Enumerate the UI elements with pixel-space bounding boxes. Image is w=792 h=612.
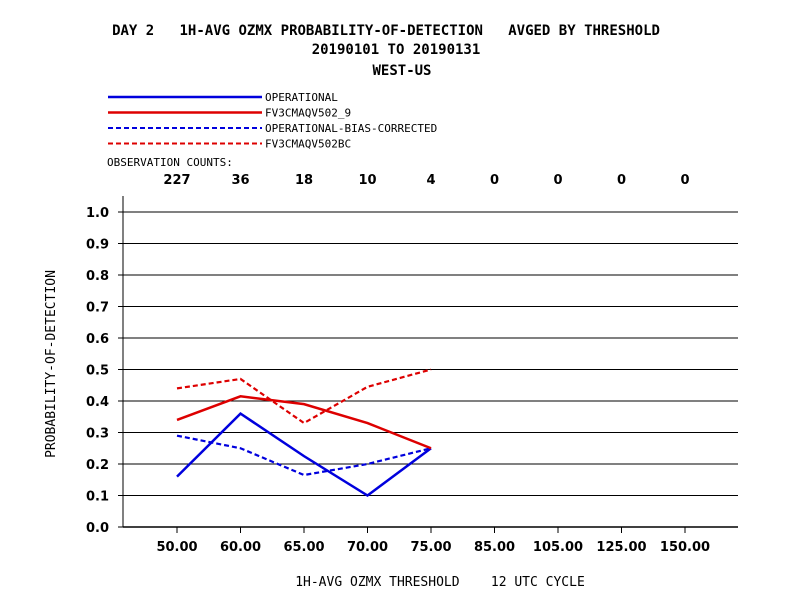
grid-lines [122, 196, 738, 528]
observation-count: 0 [617, 173, 626, 188]
observation-counts: 227 36 18 10 4 0 0 0 0 [163, 173, 689, 188]
observation-count: 227 [163, 173, 190, 188]
y-tick-label: 0.3 [86, 427, 109, 442]
y-tick-label: 0.7 [86, 301, 109, 316]
y-tick-label: 1.0 [86, 206, 109, 221]
y-tick-label: 0.8 [86, 269, 109, 284]
y-tick-label: 0.4 [86, 395, 109, 410]
x-tick-label: 150.00 [660, 540, 710, 555]
legend-label: OPERATIONAL-BIAS-CORRECTED [265, 122, 437, 135]
x-tick-label: 125.00 [596, 540, 646, 555]
legend-label: OPERATIONAL [265, 91, 338, 104]
observation-count: 0 [490, 173, 499, 188]
x-tick-label: 70.00 [347, 540, 388, 555]
x-axis-ticks: 50.00 60.00 65.00 70.00 75.00 85.00 105.00 125.… [156, 527, 710, 555]
y-tick-label: 0.9 [86, 238, 109, 253]
chart-title-line-1: DAY 2 1H-AVG OZMX PROBABILITY-OF-DETECTI… [112, 23, 660, 39]
observation-count: 18 [295, 173, 313, 188]
y-tick-label: 0.5 [86, 364, 109, 379]
x-tick-label: 75.00 [410, 540, 451, 555]
x-axis-label: 1H-AVG OZMX THRESHOLD 12 UTC CYCLE [295, 575, 585, 590]
observation-count: 4 [426, 173, 435, 188]
x-tick-label: 105.00 [533, 540, 583, 555]
observation-count: 36 [231, 173, 249, 188]
series-lines [176, 368, 432, 498]
legend: OPERATIONAL FV3CMAQV502_9 OPERATIONAL-BIAS… [108, 91, 437, 151]
observation-counts-label: OBSERVATION COUNTS: [107, 156, 233, 169]
series-line [176, 368, 432, 425]
y-axis-label: PROBABILITY-OF-DETECTION [44, 270, 59, 458]
x-tick-label: 60.00 [220, 540, 261, 555]
y-tick-label: 0.2 [86, 458, 109, 473]
y-tick-label: 0.0 [86, 521, 109, 536]
y-axis-ticks: 0.0 0.1 0.2 0.3 0.4 0.5 0.6 0.7 0.8 0.9 1.0 [86, 206, 123, 536]
observation-count: 0 [553, 173, 562, 188]
legend-label: FV3CMAQV502_9 [265, 107, 351, 120]
x-tick-label: 85.00 [474, 540, 515, 555]
y-tick-label: 0.1 [86, 490, 109, 505]
observation-count: 10 [358, 173, 376, 188]
chart-title-line-2: 20190101 TO 20190131 [312, 42, 481, 58]
series-line [176, 434, 432, 477]
series-line [176, 394, 432, 450]
series-line [176, 411, 432, 498]
observation-count: 0 [680, 173, 689, 188]
chart-title-line-3: WEST-US [372, 63, 431, 79]
y-tick-label: 0.6 [86, 332, 109, 347]
legend-label: FV3CMAQV502BC [265, 138, 351, 151]
x-tick-label: 50.00 [156, 540, 197, 555]
x-tick-label: 65.00 [283, 540, 324, 555]
